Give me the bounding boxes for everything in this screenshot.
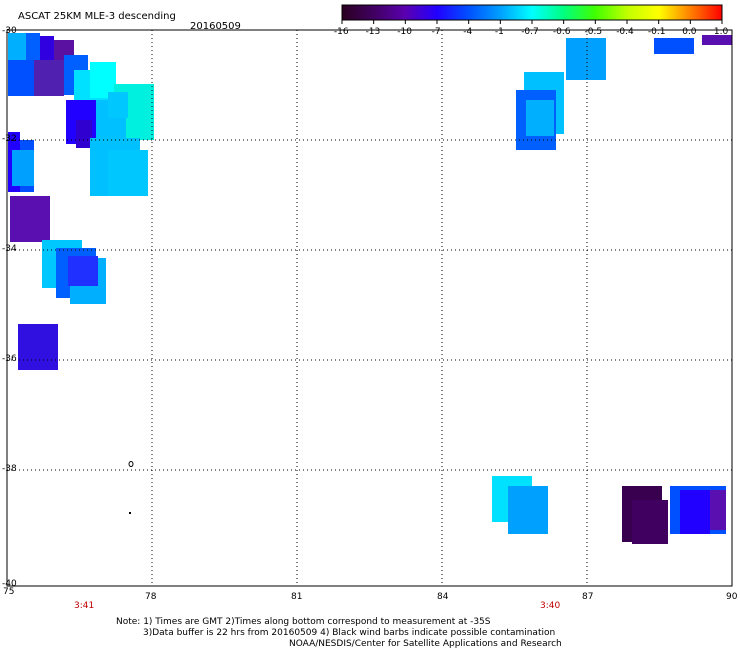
- swath-cell: [108, 92, 128, 118]
- colorbar-tick-label: -0.6: [552, 27, 571, 37]
- colorbar-tick-label: -10: [397, 27, 412, 37]
- colorbar-tick-label: -7: [431, 27, 441, 37]
- x-tick-label: 84: [437, 592, 449, 602]
- colorbar-tick-label: -0.1: [647, 27, 666, 37]
- colorbar-gradient: [341, 4, 723, 21]
- y-tick-label: -34: [2, 244, 17, 254]
- swath-cell: [654, 38, 694, 54]
- colorbar: [341, 4, 723, 21]
- y-tick-label: -40: [2, 579, 17, 589]
- swath-cell: [26, 33, 40, 63]
- x-tick-label: 90: [726, 592, 738, 602]
- y-tick-label: -36: [2, 354, 17, 364]
- colorbar-tick-label: -16: [333, 27, 349, 37]
- swath-cell: [76, 120, 92, 148]
- grid-lines: [7, 30, 732, 586]
- chart-date: 20160509: [190, 21, 241, 32]
- swath-cell: [680, 490, 710, 534]
- note-line-1: Note: 1) Times are GMT 2)Times along bot…: [116, 617, 491, 627]
- swath-cell: [8, 33, 26, 63]
- swath-cell: [40, 36, 54, 66]
- swath-cell: [508, 486, 548, 534]
- plot-frame: [6, 29, 733, 587]
- x-tick-label: 78: [145, 592, 157, 602]
- colorbar-tick-label: -4: [463, 27, 473, 37]
- data-swath: [8, 33, 732, 544]
- colorbar-tick-label: -0.5: [584, 27, 603, 37]
- swath-cell: [8, 60, 34, 96]
- swath-cell: [632, 500, 668, 544]
- colorbar-tick-label: -0.7: [521, 27, 539, 37]
- y-tick-label: -32: [2, 134, 17, 144]
- swath-cell: [34, 60, 64, 96]
- x-tick-label: 81: [291, 592, 303, 602]
- wind-barb-markers: [128, 461, 134, 514]
- swath-cell: [18, 324, 58, 370]
- x-tick-label: 75: [3, 587, 15, 597]
- swath-cell: [710, 490, 726, 530]
- swath-cell: [526, 100, 554, 136]
- y-tick-label: -38: [2, 464, 17, 474]
- swath-cell: [566, 38, 606, 80]
- colorbar-tick-label: 1.0: [713, 27, 729, 37]
- colorbar-tick-label: -0.4: [616, 27, 634, 37]
- colorbar-ticks: [341, 20, 723, 24]
- swath-cell: [108, 150, 148, 196]
- note-line-3: NOAA/NESDIS/Center for Satellite Applica…: [289, 639, 562, 649]
- colorbar-tick-label: -1: [494, 27, 504, 37]
- colorbar-tick-label: -13: [365, 27, 381, 37]
- time-label: 3:41: [74, 601, 95, 611]
- colorbar-tick-label: 0.0: [682, 27, 697, 37]
- swath-cell: [10, 196, 50, 242]
- x-tick-label: 87: [582, 592, 594, 602]
- y-tick-label: -30: [2, 26, 17, 36]
- swath-cell: [68, 256, 98, 286]
- time-label: 3:40: [540, 601, 561, 611]
- note-line-2: 3)Data buffer is 22 hrs from 20160509 4)…: [143, 628, 556, 638]
- swath-cell: [702, 35, 732, 45]
- swath-cell: [12, 150, 34, 186]
- chart-title: ASCAT 25KM MLE-3 descending: [18, 11, 176, 22]
